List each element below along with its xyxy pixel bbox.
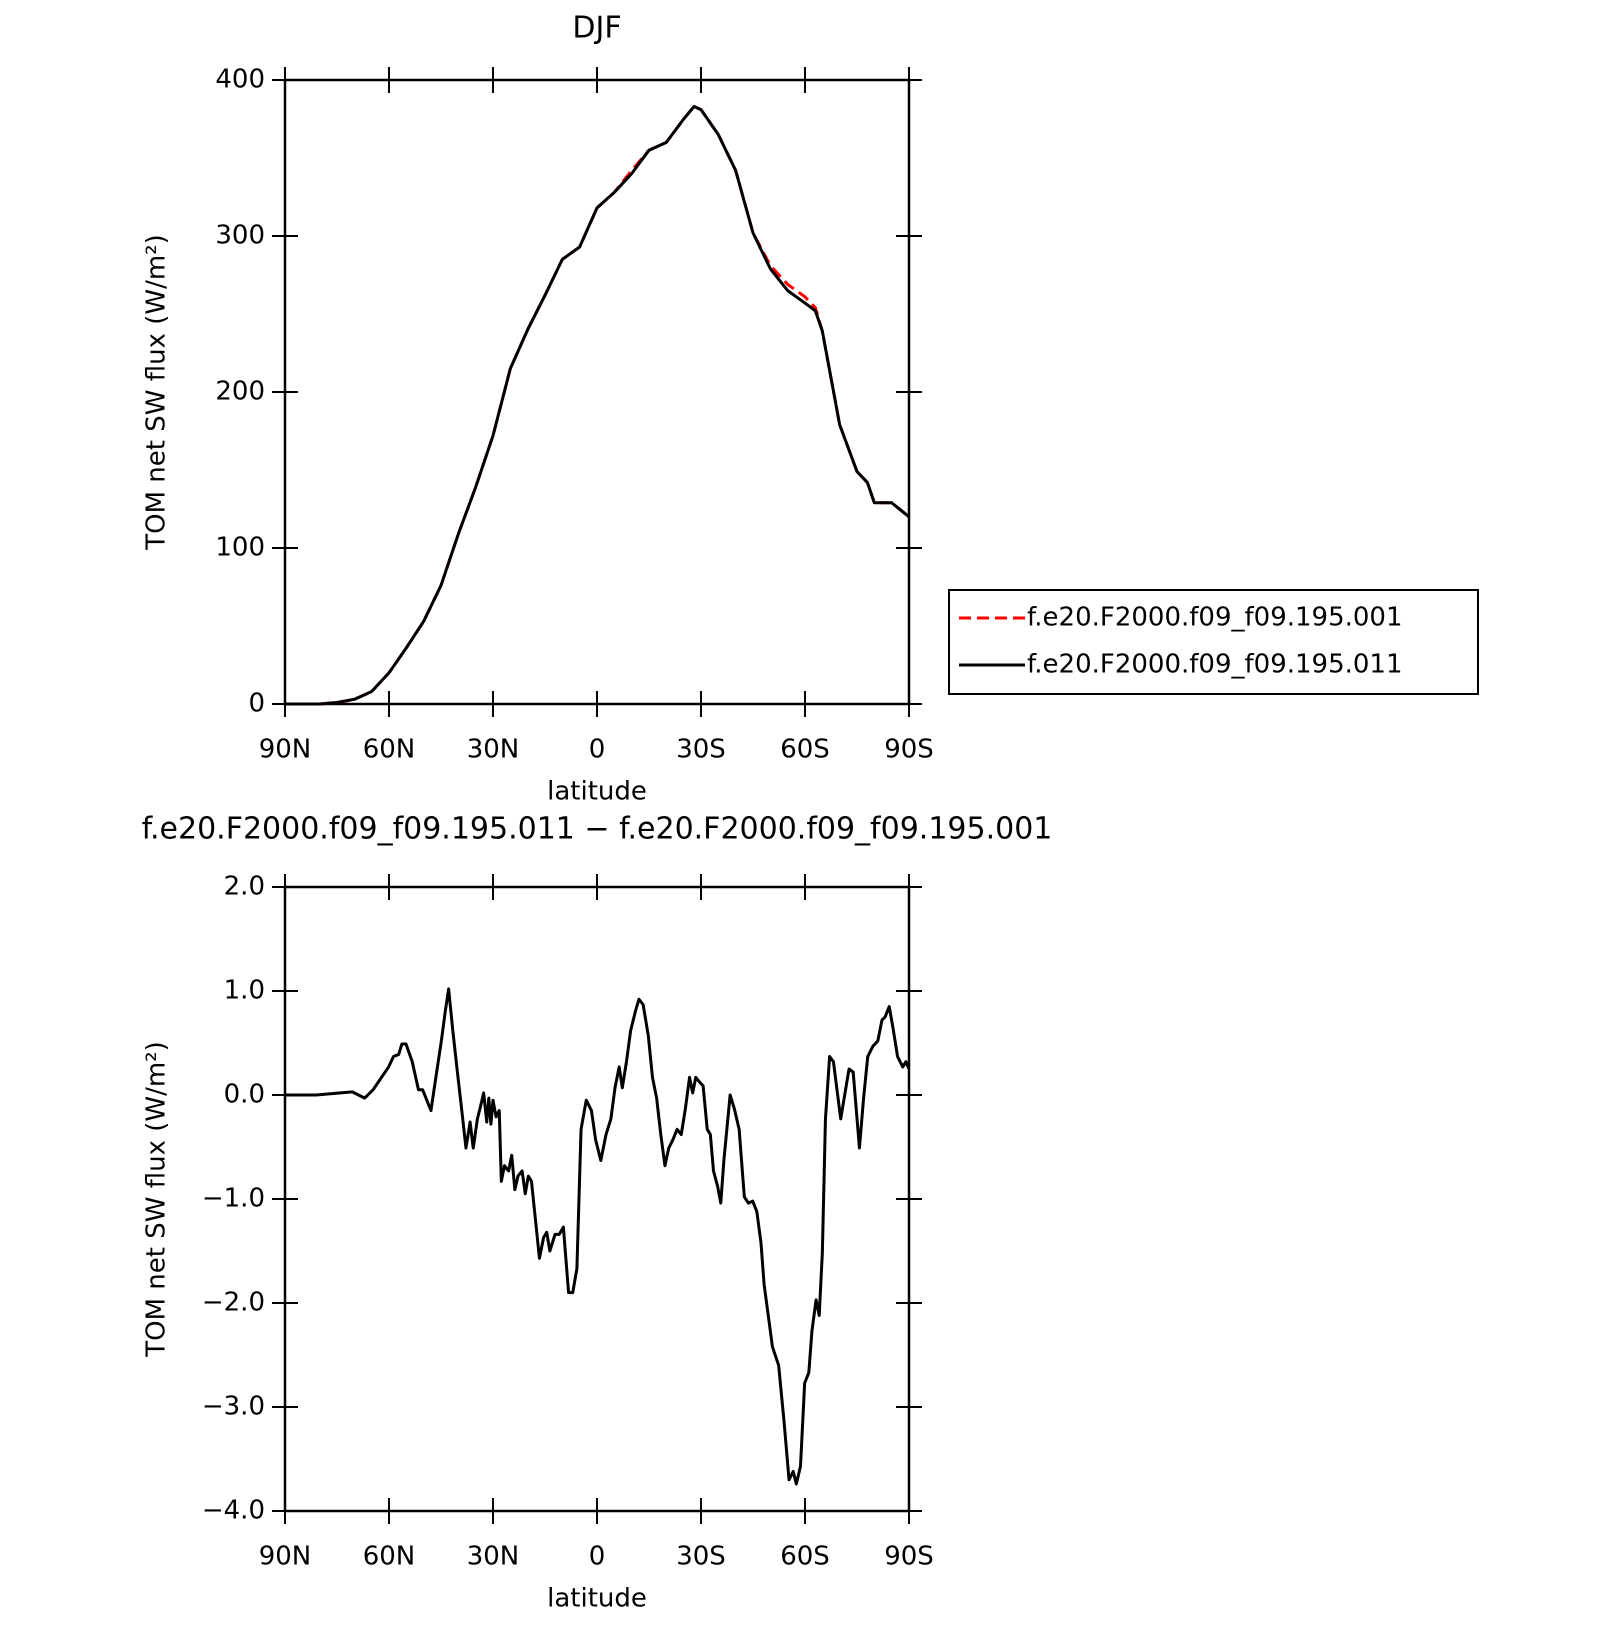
chart-title: f.e20.F2000.f09_f09.195.011 − f.e20.F200… xyxy=(142,812,1053,847)
y-axis-label: TOM net SW flux (W/m²) xyxy=(142,1041,172,1357)
x-tick-label: 60N xyxy=(363,1542,416,1572)
x-tick-label: 30N xyxy=(467,735,520,765)
x-tick-label: 90S xyxy=(884,1542,934,1572)
y-tick-label: −4.0 xyxy=(202,1496,265,1526)
x-tick-label: 60S xyxy=(780,735,830,765)
y-tick-label: 300 xyxy=(215,221,265,251)
plot-frame xyxy=(283,885,911,1513)
data-line xyxy=(285,105,910,706)
y-tick-label: 400 xyxy=(215,65,265,95)
y-tick-label: 2.0 xyxy=(224,872,265,902)
legend-box xyxy=(948,589,1479,695)
data-line xyxy=(285,987,911,1486)
x-axis-label: latitude xyxy=(547,777,647,807)
x-axis-label: latitude xyxy=(547,1584,647,1614)
x-tick-label: 30N xyxy=(467,1542,520,1572)
y-tick-label: −2.0 xyxy=(202,1288,265,1318)
x-tick-label: 30S xyxy=(676,735,726,765)
legend-label: f.e20.F2000.f09_f09.195.011 xyxy=(1027,650,1403,680)
x-tick-label: 90N xyxy=(259,1542,312,1572)
x-tick-label: 60S xyxy=(780,1542,830,1572)
y-tick-label: −3.0 xyxy=(202,1392,265,1422)
x-tick-label: 0 xyxy=(589,735,606,765)
legend-label: f.e20.F2000.f09_f09.195.001 xyxy=(1027,603,1403,633)
y-tick-label: −1.0 xyxy=(202,1184,265,1214)
plot-frame xyxy=(283,78,911,706)
y-tick-label: 200 xyxy=(215,377,265,407)
chart-title: DJF xyxy=(572,11,621,46)
y-tick-label: 0.0 xyxy=(224,1080,265,1110)
x-tick-label: 90N xyxy=(259,735,312,765)
x-tick-label: 0 xyxy=(589,1542,606,1572)
x-tick-label: 30S xyxy=(676,1542,726,1572)
x-tick-label: 90S xyxy=(884,735,934,765)
y-tick-label: 100 xyxy=(215,533,265,563)
x-tick-label: 60N xyxy=(363,735,416,765)
y-tick-label: 0 xyxy=(248,689,265,719)
y-tick-label: 1.0 xyxy=(224,976,265,1006)
y-axis-label: TOM net SW flux (W/m²) xyxy=(142,234,172,550)
data-line xyxy=(285,105,910,706)
